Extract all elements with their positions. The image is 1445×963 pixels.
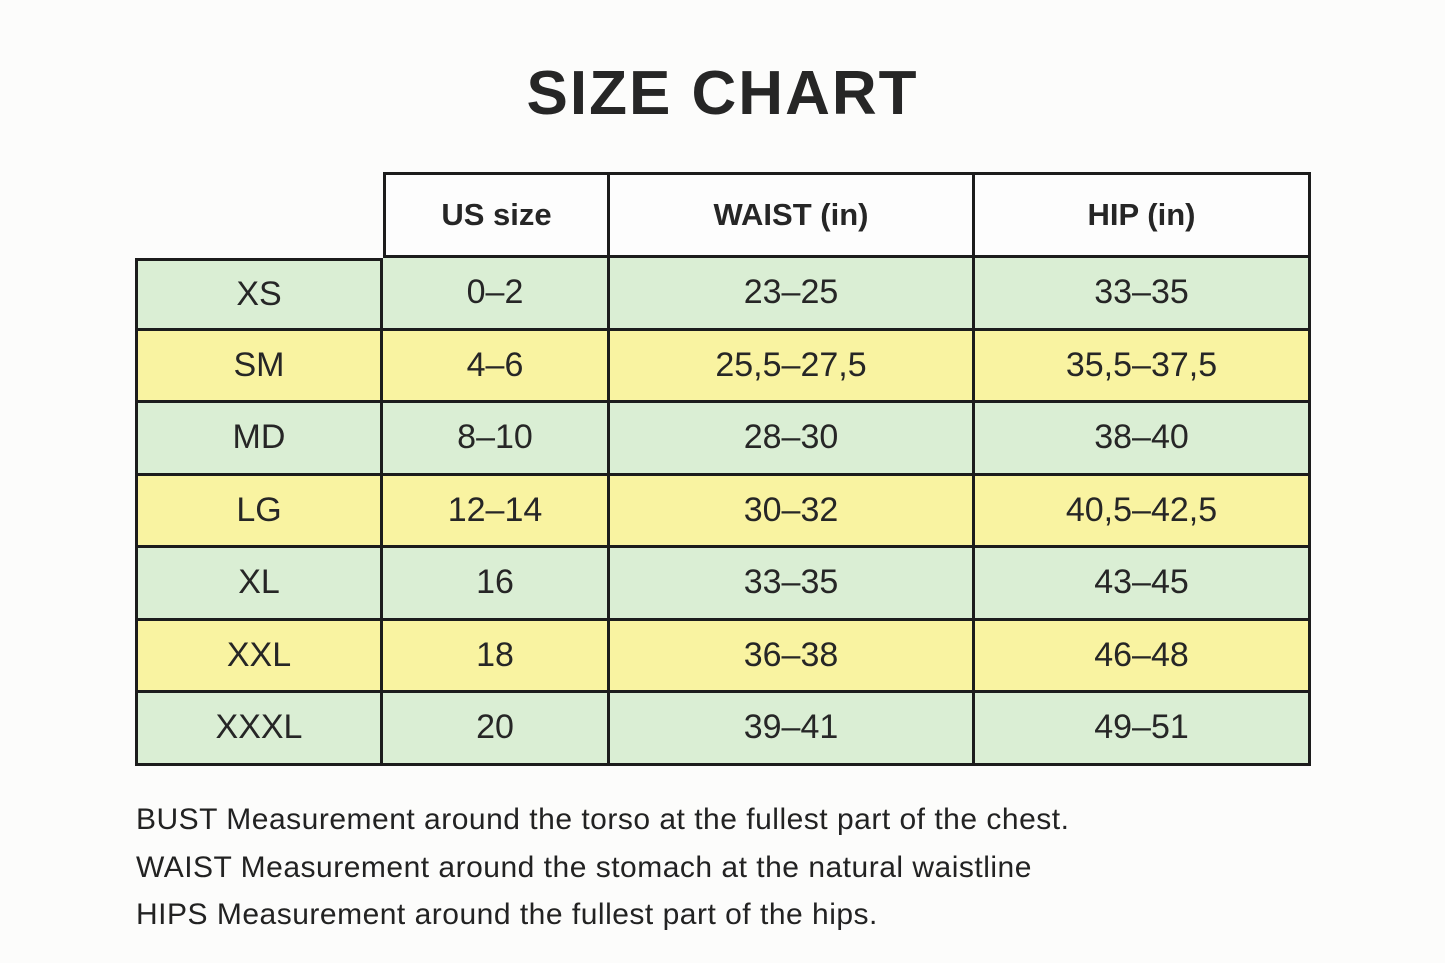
size-cell-xxl: XXL <box>135 620 383 693</box>
us-size-cell-sm: 4–6 <box>383 330 610 403</box>
us-size-cell-xl: 16 <box>383 548 610 621</box>
measurement-notes: BUST Measurement around the torso at the… <box>136 796 1069 939</box>
size-cell-lg: LG <box>135 475 383 548</box>
column-header-waist: WAIST (in) <box>610 172 975 258</box>
us-size-cell-xxl: 18 <box>383 620 610 693</box>
hip-cell-lg: 40,5–42,5 <box>975 475 1311 548</box>
waist-cell-sm: 25,5–27,5 <box>610 330 975 403</box>
size-cell-xs: XS <box>135 258 383 331</box>
size-cell-sm: SM <box>135 330 383 403</box>
us-size-cell-md: 8–10 <box>383 403 610 476</box>
page-title: SIZE CHART <box>526 59 919 128</box>
waist-cell-xxl: 36–38 <box>610 620 975 693</box>
size-cell-xl: XL <box>135 548 383 621</box>
hip-cell-xxxl: 49–51 <box>975 693 1311 766</box>
table-corner-spacer <box>135 172 383 258</box>
hip-cell-xxl: 46–48 <box>975 620 1311 693</box>
hip-cell-xs: 33–35 <box>975 258 1311 331</box>
size-table: US size WAIST (in) HIP (in) XS 0–2 23–25… <box>135 172 1311 766</box>
waist-cell-xxxl: 39–41 <box>610 693 975 766</box>
waist-cell-xl: 33–35 <box>610 548 975 621</box>
footnote-bust: BUST Measurement around the torso at the… <box>136 803 1070 836</box>
us-size-cell-xs: 0–2 <box>383 258 610 331</box>
us-size-cell-lg: 12–14 <box>383 475 610 548</box>
waist-cell-xs: 23–25 <box>610 258 975 331</box>
hip-cell-sm: 35,5–37,5 <box>975 330 1311 403</box>
us-size-cell-xxxl: 20 <box>383 693 610 766</box>
waist-cell-md: 28–30 <box>610 403 975 476</box>
hip-cell-md: 38–40 <box>975 403 1311 476</box>
column-header-hip: HIP (in) <box>975 172 1311 258</box>
waist-cell-lg: 30–32 <box>610 475 975 548</box>
footnote-waist: WAIST Measurement around the stomach at … <box>136 850 1032 884</box>
size-cell-xxxl: XXXL <box>135 693 383 766</box>
footnote-hips: HIPS Measurement around the fullest part… <box>136 898 878 931</box>
hip-cell-xl: 43–45 <box>975 548 1311 621</box>
column-header-us-size: US size <box>383 172 610 258</box>
size-cell-md: MD <box>135 403 383 476</box>
